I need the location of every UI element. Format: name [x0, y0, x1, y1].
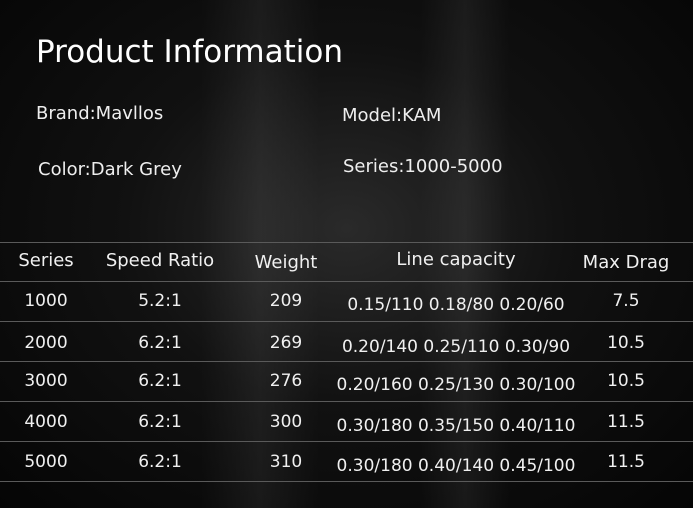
cell-speed-ratio: 6.2:1 — [138, 452, 182, 472]
header-series: Series — [18, 250, 74, 271]
cell-weight: 300 — [269, 412, 303, 432]
cell-max-drag: 11.5 — [607, 452, 645, 472]
cell-line-capacity: 0.15/110 0.18/80 0.20/60 — [347, 295, 565, 315]
cell-series: 5000 — [24, 452, 68, 472]
table-divider — [0, 481, 693, 482]
cell-line-capacity: 0.20/140 0.25/110 0.30/90 — [341, 337, 571, 357]
header-line-capacity: Line capacity — [396, 249, 516, 270]
cell-line-capacity: 0.20/160 0.25/130 0.30/100 — [336, 375, 576, 395]
cell-max-drag: 11.5 — [607, 412, 645, 432]
table-divider — [0, 242, 693, 243]
table-divider — [0, 361, 693, 362]
cell-speed-ratio: 5.2:1 — [138, 291, 182, 311]
cell-speed-ratio: 6.2:1 — [138, 412, 182, 432]
cell-max-drag: 10.5 — [607, 371, 645, 391]
cell-weight: 209 — [269, 291, 303, 311]
cell-weight: 276 — [269, 371, 303, 391]
cell-series: 4000 — [24, 412, 68, 432]
cell-series: 3000 — [24, 371, 68, 391]
brand-label: Brand:Mavllos — [36, 103, 164, 124]
header-max-drag: Max Drag — [582, 252, 670, 273]
cell-speed-ratio: 6.2:1 — [138, 333, 182, 353]
color-label: Color:Dark Grey — [38, 159, 182, 180]
cell-max-drag: 10.5 — [607, 333, 645, 353]
series-label: Series:1000-5000 — [343, 156, 503, 177]
table-divider — [0, 321, 693, 322]
cell-series: 1000 — [24, 291, 68, 311]
cell-speed-ratio: 6.2:1 — [138, 371, 182, 391]
table-divider — [0, 441, 693, 442]
table-divider — [0, 281, 693, 282]
header-weight: Weight — [254, 252, 318, 273]
page-title: Product Information — [36, 34, 344, 70]
cell-series: 2000 — [24, 333, 68, 353]
model-label: Model:KAM — [342, 105, 442, 126]
cell-line-capacity: 0.30/180 0.40/140 0.45/100 — [336, 456, 576, 476]
cell-weight: 269 — [269, 333, 303, 353]
header-speed-ratio: Speed Ratio — [105, 250, 215, 271]
background-fold — [200, 0, 320, 508]
cell-line-capacity: 0.30/180 0.35/150 0.40/110 — [336, 416, 576, 436]
cell-max-drag: 7.5 — [612, 291, 640, 311]
table-divider — [0, 401, 693, 402]
cell-weight: 310 — [269, 452, 303, 472]
background-fold — [420, 0, 510, 508]
